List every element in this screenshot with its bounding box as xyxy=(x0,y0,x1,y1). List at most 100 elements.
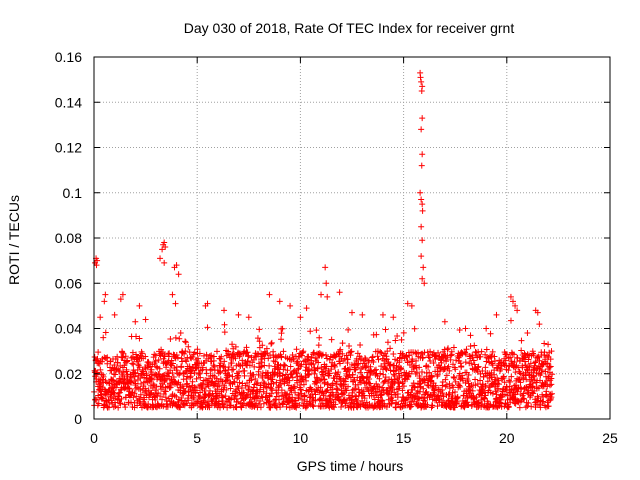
data-point xyxy=(132,370,139,377)
data-point xyxy=(104,360,111,367)
data-point xyxy=(193,375,200,382)
data-point xyxy=(535,385,542,392)
data-point xyxy=(166,350,173,357)
data-point xyxy=(252,376,259,383)
data-point xyxy=(469,387,476,394)
data-point xyxy=(208,366,215,373)
data-point xyxy=(493,311,500,318)
data-point xyxy=(390,314,397,321)
data-point xyxy=(241,367,248,374)
data-point xyxy=(336,289,343,296)
data-point xyxy=(155,356,162,363)
data-point xyxy=(323,388,330,395)
data-point xyxy=(169,370,176,377)
data-point xyxy=(473,394,480,401)
data-point xyxy=(235,374,242,381)
data-point xyxy=(221,358,228,365)
data-point xyxy=(236,368,243,375)
data-point xyxy=(522,404,529,411)
data-point xyxy=(100,334,107,341)
data-point xyxy=(471,342,478,349)
data-point xyxy=(217,404,224,411)
data-point xyxy=(446,367,453,374)
data-point xyxy=(191,349,198,356)
data-point xyxy=(268,340,275,347)
data-point xyxy=(101,298,108,305)
data-point xyxy=(280,361,287,368)
data-point xyxy=(491,353,498,360)
data-point xyxy=(114,359,121,366)
data-point xyxy=(178,364,185,371)
data-point xyxy=(399,350,406,357)
data-point xyxy=(542,356,549,363)
data-point xyxy=(548,381,555,388)
data-point xyxy=(428,378,435,385)
data-point xyxy=(332,401,339,408)
data-point xyxy=(383,366,390,373)
data-point xyxy=(315,342,322,349)
data-point xyxy=(245,314,252,321)
data-point xyxy=(312,391,319,398)
x-tick-label: 10 xyxy=(293,430,309,446)
data-point xyxy=(450,361,457,368)
data-point xyxy=(376,375,383,382)
data-point xyxy=(503,384,510,391)
data-point xyxy=(317,377,324,384)
data-point xyxy=(470,357,477,364)
data-point xyxy=(293,369,300,376)
data-point xyxy=(483,325,490,332)
data-point xyxy=(546,364,553,371)
data-point xyxy=(240,389,247,396)
data-point xyxy=(443,372,450,379)
data-point xyxy=(418,78,425,85)
data-point xyxy=(133,393,140,400)
data-point xyxy=(136,364,143,371)
data-point xyxy=(525,400,532,407)
data-point xyxy=(399,351,406,358)
data-point xyxy=(257,356,264,363)
data-point xyxy=(300,348,307,355)
data-point xyxy=(524,330,531,337)
data-point xyxy=(353,364,360,371)
data-point xyxy=(189,353,196,360)
data-point xyxy=(223,386,230,393)
data-point xyxy=(416,364,423,371)
data-point xyxy=(467,343,474,350)
data-point xyxy=(128,399,135,406)
data-point xyxy=(203,370,210,377)
data-point xyxy=(92,396,99,403)
y-tick-label: 0.04 xyxy=(55,321,82,337)
data-point xyxy=(528,403,535,410)
data-point xyxy=(283,390,290,397)
data-point xyxy=(292,389,299,396)
data-point xyxy=(345,326,352,333)
data-point xyxy=(355,381,362,388)
data-point xyxy=(496,381,503,388)
data-point xyxy=(227,385,234,392)
data-point xyxy=(145,394,152,401)
data-point xyxy=(141,396,148,403)
data-point xyxy=(131,390,138,397)
data-point xyxy=(468,360,475,367)
data-point xyxy=(103,354,110,361)
data-point xyxy=(382,374,389,381)
data-point xyxy=(362,356,369,363)
data-point xyxy=(293,370,300,377)
data-point xyxy=(359,311,366,318)
data-point xyxy=(544,352,551,359)
data-point xyxy=(528,369,535,376)
data-point xyxy=(530,366,537,373)
data-point xyxy=(316,389,323,396)
data-point xyxy=(221,321,228,328)
data-point xyxy=(547,363,554,370)
data-point xyxy=(475,363,482,370)
data-point xyxy=(345,383,352,390)
data-point xyxy=(501,379,508,386)
data-point xyxy=(419,369,426,376)
data-point xyxy=(458,363,465,370)
data-point xyxy=(453,357,460,364)
data-point xyxy=(232,355,239,362)
data-point xyxy=(197,374,204,381)
data-point xyxy=(324,380,331,387)
